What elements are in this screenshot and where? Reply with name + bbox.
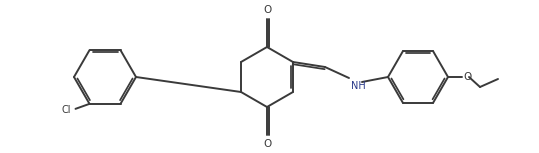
Text: Cl: Cl: [61, 105, 71, 115]
Text: O: O: [463, 72, 471, 82]
Text: O: O: [263, 139, 271, 149]
Text: NH: NH: [351, 81, 366, 91]
Text: O: O: [263, 5, 271, 15]
